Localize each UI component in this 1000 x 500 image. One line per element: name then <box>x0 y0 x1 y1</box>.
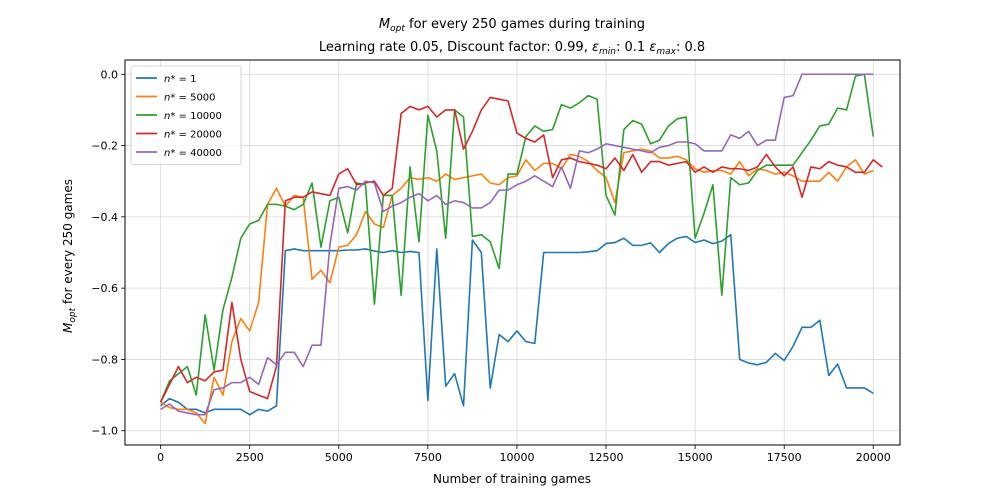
grid <box>125 60 900 445</box>
x-tick-label: 15000 <box>678 451 713 464</box>
series-line-0 <box>160 233 874 416</box>
x-tick-label: 7500 <box>414 451 442 464</box>
series-line-2 <box>159 73 875 403</box>
y-axis: −1.0 −0.8 −0.6 −0.4 −0.2 0.0 <box>91 68 125 438</box>
y-tick-label: −0.6 <box>91 282 118 295</box>
x-tick-label: 0 <box>157 451 164 464</box>
x-tick-label: 20000 <box>856 451 891 464</box>
y-tick-label: 0.0 <box>101 68 119 81</box>
y-tick-label: −0.4 <box>91 211 118 224</box>
x-tick-label: 12500 <box>589 451 624 464</box>
x-tick-label: 2500 <box>236 451 264 464</box>
x-tick-label: 10000 <box>499 451 534 464</box>
y-tick-label: −0.8 <box>91 353 118 366</box>
series-line-4 <box>160 73 874 416</box>
legend-label: n* = 40000 <box>164 148 222 159</box>
y-tick-label: −1.0 <box>91 425 118 438</box>
legend-label: n* = 1 <box>164 74 196 85</box>
legend-label: n* = 20000 <box>164 130 222 141</box>
y-tick-label: −0.2 <box>91 140 118 153</box>
x-tick-label: 5000 <box>325 451 353 464</box>
y-axis-label: Mopt for every 250 games <box>61 179 78 333</box>
x-tick-label: 17500 <box>767 451 802 464</box>
legend-label: n* = 10000 <box>164 111 222 122</box>
series-line-3 <box>159 96 883 403</box>
series-lines <box>159 73 883 425</box>
legend: n* = 1 n* = 5000 n* = 10000 n* = 20000 n* = … <box>130 65 242 165</box>
legend-label: n* = 5000 <box>164 93 216 104</box>
x-axis: 0 2500 5000 7500 10000 12500 15000 17500 20000 <box>157 445 891 464</box>
chart-subtitle: Learning rate 0.05, Discount factor: 0.9… <box>319 40 705 57</box>
legend-box <box>130 65 242 165</box>
chart-title: Mopt for every 250 games during training <box>379 17 645 34</box>
x-axis-label: Number of training games <box>433 472 591 486</box>
series-line-1 <box>160 148 874 425</box>
plot-frame <box>124 59 901 446</box>
